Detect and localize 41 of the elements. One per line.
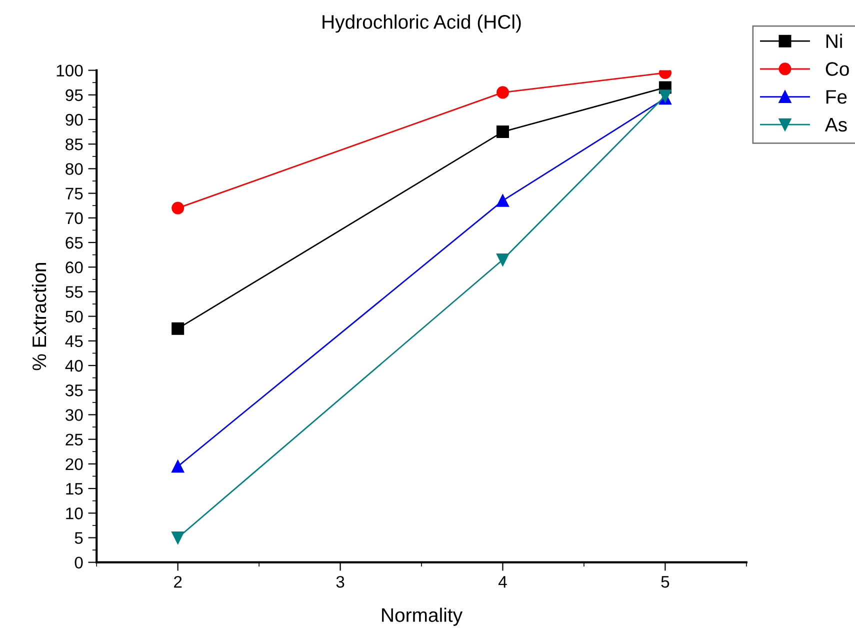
x-tick-label: 3 xyxy=(336,576,344,588)
y-tick-label: 60 xyxy=(66,262,83,274)
y-tick-label: 100 xyxy=(56,64,83,76)
y-tick-label: 35 xyxy=(66,384,83,396)
point xyxy=(172,460,184,473)
y-tick-label: 0 xyxy=(74,556,83,569)
y-tick-label: 40 xyxy=(65,360,83,372)
y-tick-label: 15 xyxy=(66,483,83,495)
point xyxy=(172,202,184,214)
y-tick-label: 50 xyxy=(66,310,83,323)
legend-label: Fe xyxy=(826,90,847,104)
y-tick-label: 45 xyxy=(65,335,83,348)
x-tick-label: 5 xyxy=(661,576,670,588)
legend-label: Co xyxy=(826,62,849,76)
y-tick-label: 70 xyxy=(66,212,83,224)
point xyxy=(496,126,509,138)
point xyxy=(172,531,184,544)
y-tick-label: 55 xyxy=(66,286,83,298)
y-tick-label: 25 xyxy=(66,434,83,446)
legend-label: Ni xyxy=(826,34,842,48)
x-tick-label: 2 xyxy=(174,576,182,588)
y-tick-label: 90 xyxy=(66,114,83,126)
y-tick-label: 80 xyxy=(66,163,83,175)
y-tick-label: 10 xyxy=(66,508,83,520)
point xyxy=(658,90,672,102)
x-axis-title: Normality xyxy=(382,608,463,626)
y-tick-label: 20 xyxy=(66,458,83,470)
y-tick-label: 30 xyxy=(66,409,83,421)
y-tick-label: 95 xyxy=(66,89,83,102)
y-axis-title: % Extraction xyxy=(32,262,46,370)
y-tick-label: 85 xyxy=(66,138,83,150)
x-tick-label: 4 xyxy=(498,576,507,588)
y-tick-label: 65 xyxy=(66,236,83,249)
point xyxy=(496,86,509,99)
point xyxy=(172,322,184,335)
y-tick-label: 75 xyxy=(66,188,83,200)
point xyxy=(496,194,509,207)
chart-title: Hydrochloric Acid (HCl) xyxy=(322,14,521,33)
point xyxy=(496,253,509,266)
legend-label: As xyxy=(824,118,847,132)
y-tick-label: 5 xyxy=(74,532,83,544)
